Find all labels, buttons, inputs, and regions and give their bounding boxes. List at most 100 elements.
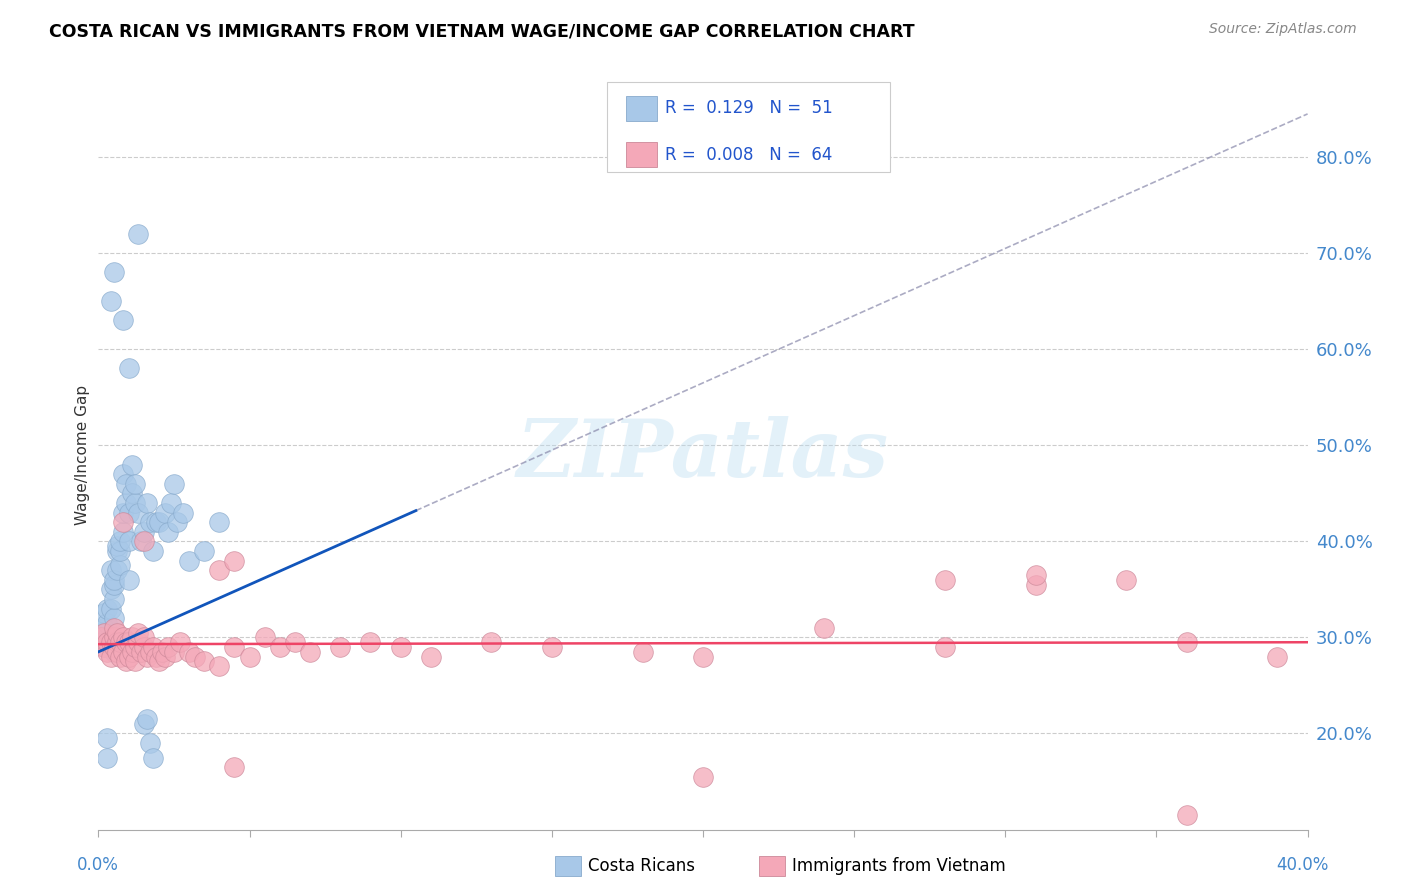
Point xyxy=(692,770,714,784)
Y-axis label: Wage/Income Gap: Wage/Income Gap xyxy=(75,384,90,525)
Point xyxy=(129,645,152,659)
Point xyxy=(153,649,176,664)
Point xyxy=(934,640,956,654)
Point xyxy=(103,592,125,607)
Text: Source: ZipAtlas.com: Source: ZipAtlas.com xyxy=(1209,22,1357,37)
Text: COSTA RICAN VS IMMIGRANTS FROM VIETNAM WAGE/INCOME GAP CORRELATION CHART: COSTA RICAN VS IMMIGRANTS FROM VIETNAM W… xyxy=(49,22,915,40)
Point xyxy=(127,506,149,520)
Point xyxy=(90,631,112,645)
Point xyxy=(96,601,118,615)
Point xyxy=(142,750,165,764)
Point xyxy=(100,635,122,649)
Point xyxy=(103,631,125,645)
Point xyxy=(193,655,215,669)
Point xyxy=(540,640,562,654)
Point xyxy=(105,563,128,577)
Point xyxy=(108,649,131,664)
Point xyxy=(127,625,149,640)
Text: R =  0.008   N =  64: R = 0.008 N = 64 xyxy=(665,145,832,163)
Point xyxy=(93,640,115,654)
Point xyxy=(184,649,207,664)
Point xyxy=(135,496,157,510)
Point xyxy=(420,649,443,664)
Point xyxy=(96,635,118,649)
Text: 0.0%: 0.0% xyxy=(77,856,120,874)
Point xyxy=(127,635,149,649)
Point xyxy=(139,645,162,659)
Point xyxy=(208,515,231,529)
Point xyxy=(132,640,155,654)
Text: Costa Ricans: Costa Ricans xyxy=(588,857,695,875)
Point xyxy=(163,645,186,659)
Point xyxy=(103,640,125,654)
Point xyxy=(153,506,176,520)
Point xyxy=(105,544,128,558)
Point xyxy=(96,750,118,764)
Point xyxy=(100,601,122,615)
Point xyxy=(135,649,157,664)
Point xyxy=(631,645,654,659)
Point xyxy=(208,563,231,577)
Point xyxy=(150,645,173,659)
Point xyxy=(111,515,134,529)
Point xyxy=(208,659,231,673)
Point xyxy=(1024,577,1046,591)
Point xyxy=(118,506,141,520)
Point xyxy=(284,635,307,649)
Point xyxy=(105,625,128,640)
Point xyxy=(124,496,146,510)
Point xyxy=(142,544,165,558)
Point xyxy=(148,515,170,529)
Point xyxy=(103,577,125,591)
Point xyxy=(111,313,134,327)
Point xyxy=(160,496,183,510)
Point xyxy=(481,635,503,649)
Point xyxy=(96,731,118,746)
Point xyxy=(156,524,179,539)
Point xyxy=(360,635,382,649)
Point xyxy=(100,635,122,649)
Point xyxy=(124,640,146,654)
Point xyxy=(100,294,122,309)
Point xyxy=(169,635,191,649)
Point xyxy=(1115,573,1137,587)
Point xyxy=(179,645,201,659)
Point xyxy=(156,640,179,654)
Point xyxy=(163,476,186,491)
Point xyxy=(111,631,134,645)
Point xyxy=(114,655,136,669)
Point xyxy=(111,645,134,659)
Point xyxy=(118,635,141,649)
Point xyxy=(1267,649,1289,664)
Point xyxy=(121,458,143,472)
Point xyxy=(105,635,128,649)
Point xyxy=(93,621,115,635)
Point xyxy=(103,265,125,279)
Point xyxy=(118,534,141,549)
Point xyxy=(299,645,322,659)
Point xyxy=(692,649,714,664)
Point xyxy=(118,361,141,376)
Point xyxy=(166,515,188,529)
Point xyxy=(129,534,152,549)
Point xyxy=(253,631,276,645)
Point xyxy=(148,655,170,669)
Point xyxy=(132,717,155,731)
Point xyxy=(105,539,128,553)
Point xyxy=(132,631,155,645)
Point xyxy=(118,573,141,587)
Point xyxy=(121,486,143,500)
Point xyxy=(172,506,194,520)
Point xyxy=(269,640,291,654)
Point xyxy=(90,625,112,640)
Point xyxy=(124,476,146,491)
Point xyxy=(139,736,162,750)
Point xyxy=(96,631,118,645)
Point xyxy=(108,534,131,549)
Point xyxy=(1024,568,1046,582)
Point xyxy=(96,645,118,659)
Point xyxy=(100,582,122,597)
Point xyxy=(111,467,134,482)
Point xyxy=(389,640,412,654)
Point xyxy=(329,640,352,654)
